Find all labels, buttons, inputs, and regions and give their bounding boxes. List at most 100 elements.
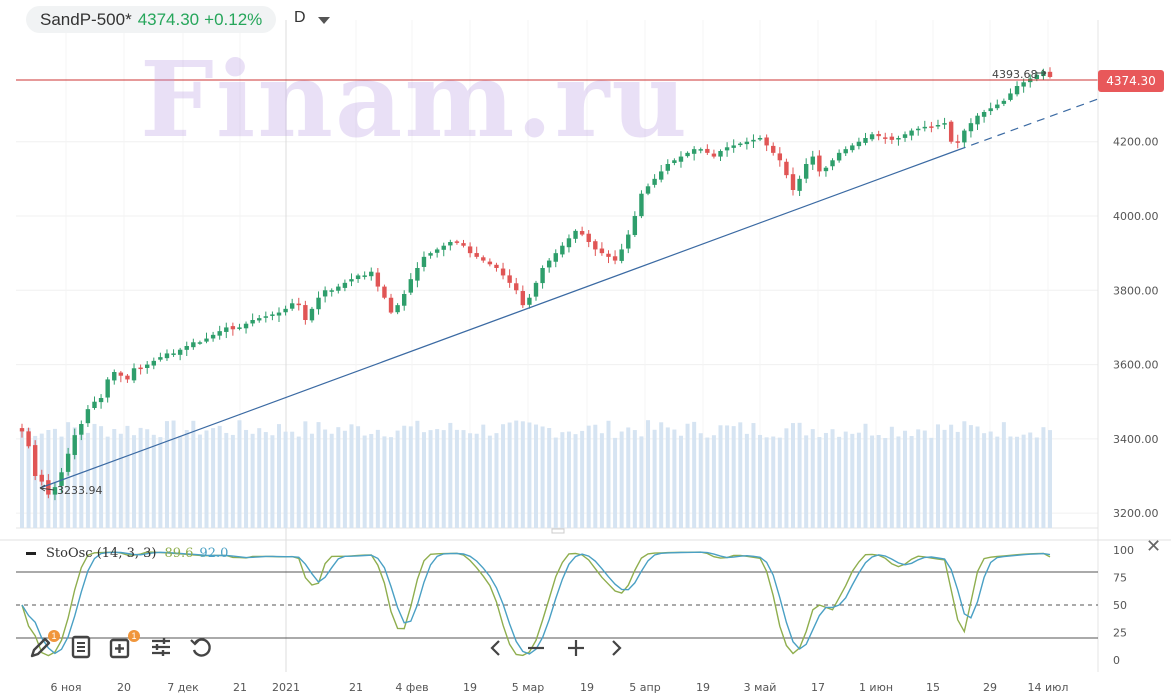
candle-body <box>823 167 829 172</box>
candle-body <box>718 151 723 157</box>
candle-body <box>171 353 176 355</box>
volume-bar <box>553 437 558 528</box>
volume-bar <box>646 420 651 528</box>
add-indicator-button[interactable]: 1 <box>104 630 140 664</box>
volume-bar <box>705 437 710 528</box>
symbol-name: SandP-500* <box>40 9 132 29</box>
volume-bar <box>929 437 934 528</box>
candle-body <box>975 115 980 125</box>
volume-bar <box>421 432 426 528</box>
volume-bar <box>718 425 723 528</box>
volume-bar <box>665 427 670 528</box>
candle-body <box>751 139 756 142</box>
candle-body <box>500 268 506 276</box>
volume-bar <box>652 429 657 528</box>
candle-body <box>784 161 789 176</box>
candle-body <box>303 305 308 320</box>
oscillator-tick-label: 25 <box>1113 627 1127 640</box>
candle-body <box>797 178 802 191</box>
volume-bar <box>138 427 143 528</box>
candle-body <box>369 271 374 277</box>
volume-bar <box>178 435 183 528</box>
candle-body <box>902 134 908 138</box>
volume-bar <box>566 431 571 528</box>
candle-body <box>118 372 124 376</box>
oscillator-tick-label: 75 <box>1113 572 1127 585</box>
volume-bar <box>777 437 782 528</box>
volume-bar <box>356 426 361 528</box>
candle-body <box>164 353 170 359</box>
candle-body <box>981 112 987 117</box>
volume-bar <box>725 425 730 528</box>
zoom-out-button[interactable] <box>516 634 556 662</box>
volume-bar <box>257 428 262 528</box>
candle-body <box>402 294 407 306</box>
candle-body <box>296 303 301 306</box>
volume-bar <box>797 422 802 528</box>
candle-body <box>52 487 58 495</box>
volume-bar <box>132 435 137 528</box>
volume-bar <box>744 433 749 528</box>
zoom-in-button[interactable] <box>556 634 596 662</box>
reset-button[interactable] <box>184 630 218 664</box>
time-tick-label: 4 фев <box>395 681 428 694</box>
volume-bar <box>810 429 815 528</box>
volume-bar <box>613 437 618 528</box>
candle-body <box>388 297 394 313</box>
volume-bar <box>26 427 31 528</box>
candle-body <box>691 149 697 154</box>
time-tick-label: 5 мар <box>512 681 545 694</box>
candle-body <box>731 145 736 148</box>
volume-bar <box>85 432 90 528</box>
candle-body <box>777 153 783 161</box>
candle-body <box>257 318 262 321</box>
volume-bar <box>520 421 525 528</box>
oscillator-d-value: 92.0 <box>199 546 229 561</box>
notes-button[interactable] <box>64 630 98 664</box>
scroll-right-button[interactable] <box>596 634 636 662</box>
candle-body <box>349 279 354 282</box>
volume-bar <box>92 423 97 528</box>
volume-bar <box>20 429 24 528</box>
interval-caret-icon[interactable] <box>318 17 330 24</box>
interval-selector[interactable]: D <box>294 9 306 26</box>
candle-body <box>421 256 427 267</box>
candle-body <box>125 375 130 380</box>
candle-body <box>1034 74 1040 80</box>
candle-body <box>771 145 776 153</box>
volume-bar <box>487 435 492 528</box>
low-arrow-icon <box>39 484 55 492</box>
close-icon[interactable]: ✕ <box>1146 536 1162 556</box>
volume-bar <box>435 429 440 528</box>
minus-icon <box>528 646 544 650</box>
oscillator-panel: 100 75 50 25 0 <box>0 539 1171 667</box>
scroll-left-button[interactable] <box>476 634 516 662</box>
volume-bar <box>955 431 960 528</box>
volume-bar <box>316 422 321 528</box>
candle-body <box>85 409 91 424</box>
candle-body <box>817 155 822 172</box>
candle-body <box>217 331 222 336</box>
volume-bar <box>830 429 835 528</box>
volume-bar <box>79 430 84 528</box>
volume-bar <box>72 427 77 528</box>
volume-bar <box>204 430 209 528</box>
volume-bar <box>362 435 367 528</box>
volume-bar <box>33 435 38 528</box>
volume-bar <box>283 431 288 528</box>
chart-overlays: 3233.94 4393.68 <box>16 68 1099 497</box>
candle-body <box>593 241 598 250</box>
volume-bar <box>1001 422 1006 528</box>
settings-button[interactable] <box>144 630 178 664</box>
volume-bar <box>112 429 117 528</box>
candle-body <box>955 141 960 143</box>
volume-bar <box>764 437 769 528</box>
volume-bar <box>99 426 104 528</box>
candle-body <box>757 138 763 140</box>
symbol-selector[interactable]: SandP-500* 4374.30 +0.12% <box>26 6 277 33</box>
draw-tool-button[interactable]: 1 <box>24 630 60 664</box>
volume-bar <box>461 430 466 528</box>
candle-body <box>560 245 565 255</box>
candle-body <box>224 327 229 332</box>
